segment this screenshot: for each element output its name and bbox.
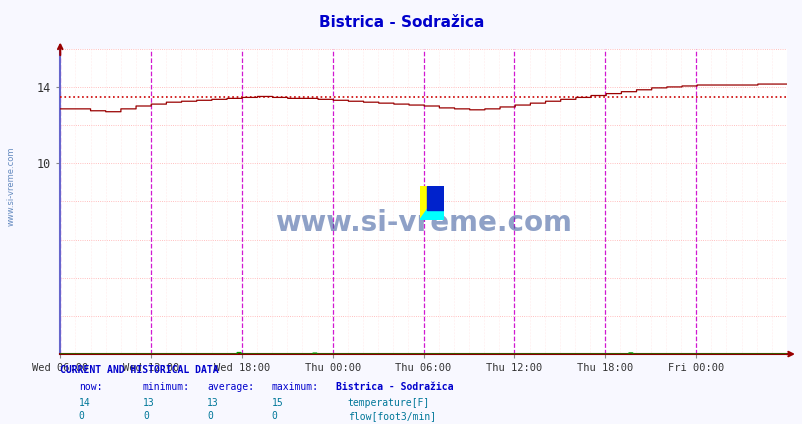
Text: 13: 13 bbox=[207, 398, 219, 408]
Text: minimum:: minimum: bbox=[143, 382, 190, 393]
Text: maximum:: maximum: bbox=[271, 382, 318, 393]
Text: Bistrica - Sodražica: Bistrica - Sodražica bbox=[335, 382, 452, 393]
Text: Bistrica - Sodražica: Bistrica - Sodražica bbox=[318, 15, 484, 30]
Text: average:: average: bbox=[207, 382, 254, 393]
Text: 0: 0 bbox=[207, 411, 213, 421]
Text: 0: 0 bbox=[143, 411, 148, 421]
Polygon shape bbox=[419, 186, 444, 220]
Text: now:: now: bbox=[79, 382, 102, 393]
Polygon shape bbox=[419, 186, 444, 220]
Polygon shape bbox=[427, 186, 444, 209]
Text: 13: 13 bbox=[143, 398, 155, 408]
Text: www.si-vreme.com: www.si-vreme.com bbox=[275, 209, 571, 237]
Text: CURRENT AND HISTORICAL DATA: CURRENT AND HISTORICAL DATA bbox=[60, 365, 219, 376]
Text: 15: 15 bbox=[271, 398, 283, 408]
Text: www.si-vreme.com: www.si-vreme.com bbox=[6, 147, 15, 226]
Text: 0: 0 bbox=[79, 411, 84, 421]
Text: temperature[F]: temperature[F] bbox=[347, 398, 429, 408]
Text: flow[foot3/min]: flow[foot3/min] bbox=[347, 411, 435, 421]
Text: 14: 14 bbox=[79, 398, 91, 408]
Text: 0: 0 bbox=[271, 411, 277, 421]
